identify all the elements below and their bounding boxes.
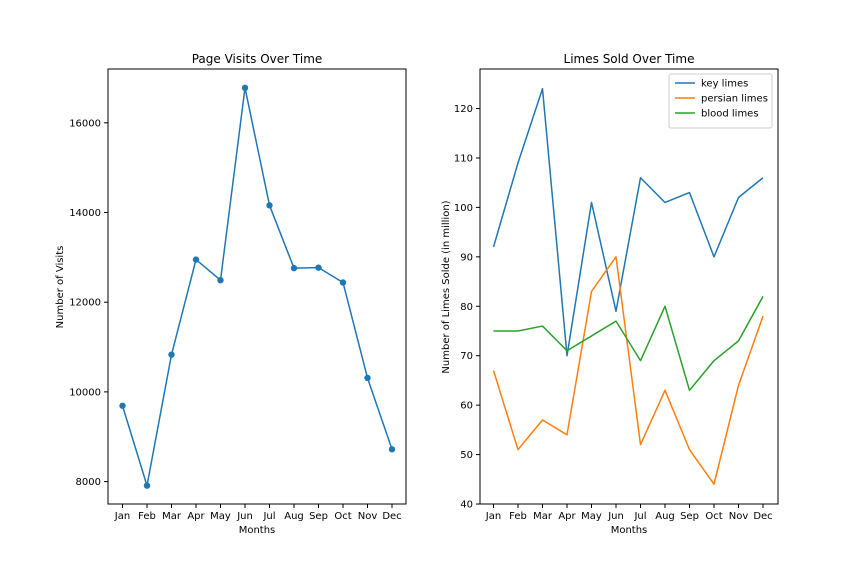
y-tick-label: 80 <box>460 302 473 313</box>
series-line-persian-limes <box>492 256 764 485</box>
series-line-visits <box>121 87 393 487</box>
y-tick-label: 70 <box>460 351 473 362</box>
y-tick-label: 60 <box>460 401 473 412</box>
y-tick-label: 90 <box>460 252 473 263</box>
data-point-visits <box>364 374 371 382</box>
x-tick-label: Sep <box>680 511 699 522</box>
data-point-visits <box>339 279 347 286</box>
y-tick-label: 120 <box>454 104 473 115</box>
x-tick-label: Apr <box>558 511 576 522</box>
chart-title: Limes Sold Over Time <box>564 52 695 66</box>
data-point-visits <box>290 264 298 272</box>
x-tick-label: Jun <box>607 511 624 522</box>
y-axis: 8000 10000 12000 14000 16000 <box>69 118 108 488</box>
data-point-visits <box>192 256 200 263</box>
series-group <box>492 88 764 485</box>
y-tick-label: 16000 <box>69 118 101 129</box>
x-tick-label: Aug <box>284 511 304 522</box>
y-axis: 40 50 60 70 80 90 100 110 120 <box>454 104 480 511</box>
y-axis-label: Number of Visits <box>55 246 66 329</box>
x-tick-label: Oct <box>334 511 351 522</box>
chart-page-visits: Page Visits Over Time Jan Feb Mar Apr May Jun… <box>55 52 407 536</box>
series-line-key-limes <box>492 88 764 357</box>
chart-limes-sold: Limes Sold Over Time Jan Feb Mar Apr May Jun J… <box>441 52 779 536</box>
x-tick-label: Oct <box>705 511 722 522</box>
x-tick-label: Nov <box>729 511 749 522</box>
series-group <box>119 84 396 489</box>
x-axis: Jan Feb Mar Apr May Jun Jul Aug Sep Oct Nov Dec <box>485 504 773 522</box>
x-tick-label: Apr <box>187 511 205 522</box>
legend: key limes persian limes blood limes <box>668 73 773 129</box>
x-axis-label: Months <box>611 525 648 536</box>
x-tick-label: Sep <box>309 511 328 522</box>
plot-area-frame <box>107 68 407 505</box>
y-tick-label: 12000 <box>69 298 101 309</box>
data-point-visits <box>217 277 224 284</box>
x-tick-label: Mar <box>162 511 182 522</box>
x-tick-label: May <box>210 511 231 522</box>
data-point-visits <box>315 264 322 271</box>
legend-label-key-limes: key limes <box>701 79 748 90</box>
x-tick-label: Feb <box>138 511 156 522</box>
x-tick-label: Jan <box>114 511 130 522</box>
plot-area-frame <box>479 68 779 505</box>
x-tick-label: Feb <box>509 511 527 522</box>
x-tick-label: Aug <box>655 511 675 522</box>
data-point-visits <box>388 446 396 453</box>
chart-title: Page Visits Over Time <box>192 52 323 66</box>
y-tick-label: 10000 <box>69 387 101 398</box>
y-tick-label: 8000 <box>76 477 101 488</box>
x-tick-label: Jul <box>262 511 275 522</box>
x-tick-label: Nov <box>358 511 378 522</box>
data-point-visits <box>266 202 273 209</box>
legend-label-persian-limes: persian limes <box>701 94 768 105</box>
x-axis: Jan Feb Mar Apr May Jun Jul Aug Sep Oct Nov Dec <box>114 504 402 522</box>
y-tick-label: 50 <box>460 450 473 461</box>
data-point-visits <box>119 402 126 409</box>
x-tick-label: Mar <box>533 511 553 522</box>
x-tick-label: Jun <box>236 511 253 522</box>
x-tick-label: May <box>581 511 602 522</box>
legend-label-blood-limes: blood limes <box>701 109 759 120</box>
legend-box <box>668 73 773 129</box>
y-tick-label: 14000 <box>69 208 101 219</box>
x-tick-label: Jan <box>485 511 501 522</box>
data-point-visits <box>168 351 175 358</box>
y-tick-label: 110 <box>454 153 473 164</box>
data-point-visits <box>241 84 249 92</box>
y-tick-label: 40 <box>460 500 473 511</box>
y-axis-label: Number of Limes Solde (in million) <box>441 200 452 373</box>
x-axis-label: Months <box>239 525 276 536</box>
x-tick-label: Dec <box>382 511 401 522</box>
series-line-blood-limes <box>493 296 764 392</box>
data-point-visits <box>143 482 151 489</box>
y-tick-label: 100 <box>454 203 473 214</box>
x-tick-label: Jul <box>633 511 646 522</box>
x-tick-label: Dec <box>753 511 772 522</box>
